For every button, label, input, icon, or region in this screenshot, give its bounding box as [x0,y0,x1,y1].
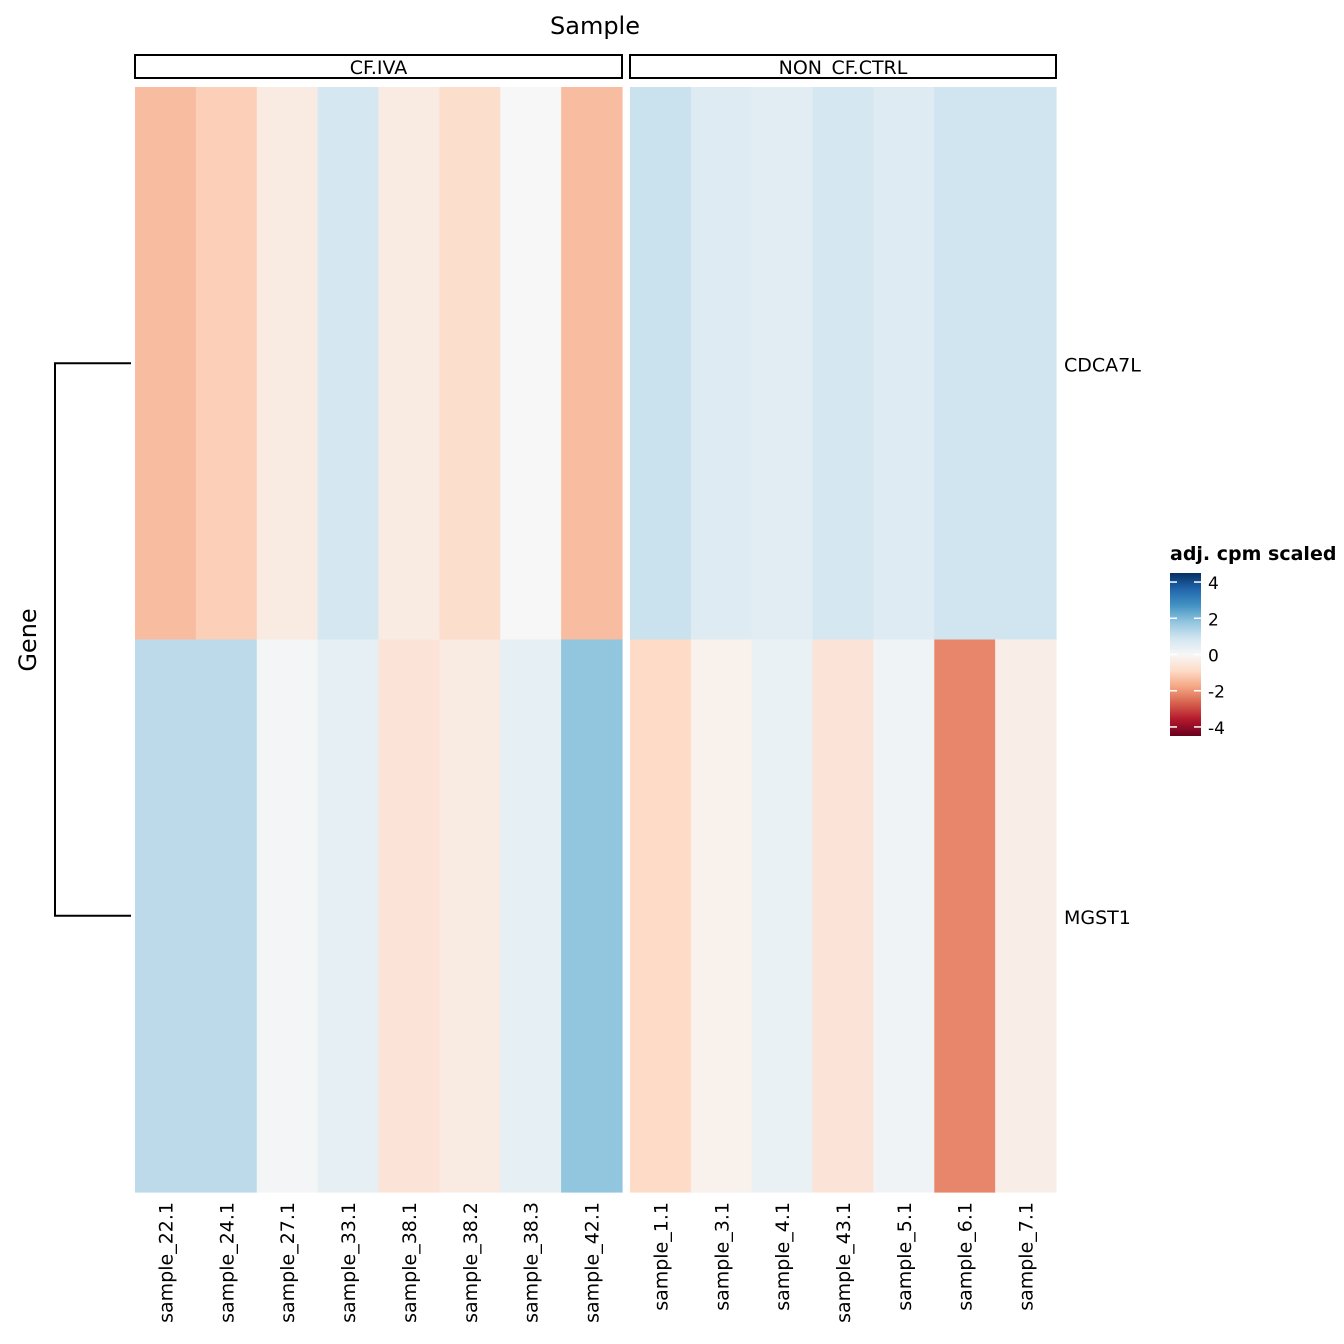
group-strip [134,54,623,79]
chart-title: Sample [550,12,640,40]
heatmap-cell [135,87,197,641]
column-label: sample_6.1 [955,1202,977,1311]
column-label: sample_4.1 [772,1202,794,1311]
heatmap-cell [690,87,753,641]
column-label: sample_27.1 [277,1202,299,1323]
column-label: sample_33.1 [338,1202,360,1323]
heatmap-tiles [135,87,1057,1193]
heatmap-cell [439,87,501,641]
heatmap-cell [751,639,814,1193]
group-strip-label: CF.IVA [350,57,408,79]
heatmap-cell [561,87,623,641]
heatmap-cell [751,87,814,641]
column-label: sample_42.1 [582,1202,604,1323]
heatmap-cell [934,639,996,1193]
heatmap-cell [317,87,380,641]
color-legend: adj. cpm scaled 4 2 0 -2 -4 [1170,543,1336,739]
y-axis-title: Gene [14,608,42,671]
column-label: sample_24.1 [216,1202,238,1323]
heatmap-cell [630,639,692,1193]
row-dendrogram [54,362,131,917]
row-labels: CDCA7L MGST1 [1064,354,1141,929]
column-label: sample_5.1 [894,1202,916,1311]
column-label: sample_38.2 [460,1202,482,1323]
legend-tick-label: -4 [1208,719,1225,739]
heatmap-cell [378,87,440,641]
heatmap-cell [135,639,197,1193]
row-label: CDCA7L [1064,354,1141,376]
legend-tick-label: 0 [1208,647,1219,667]
heatmap-cell [317,639,380,1193]
heatmap-cell [195,639,258,1193]
heatmap-cell [256,639,319,1193]
group-strip-label: NON_CF.CTRL [779,57,908,79]
heatmap-cell [934,87,996,641]
row-label: MGST1 [1064,907,1131,929]
group-strip [629,54,1057,79]
heatmap-cell [195,87,258,641]
heatmap-cell [500,87,562,641]
column-label: sample_1.1 [650,1202,672,1311]
column-label: sample_3.1 [711,1202,733,1311]
heatmap-cell [378,639,440,1193]
heatmap-cell [500,639,562,1193]
column-label: sample_22.1 [155,1202,177,1323]
column-label: sample_38.3 [521,1202,543,1323]
heatmap-cell [812,87,875,641]
dendrogram-branch [54,362,131,917]
heatmap-cell [561,639,623,1193]
legend-title: adj. cpm scaled [1170,543,1336,565]
legend-tick-label: -2 [1208,683,1225,703]
heatmap-cell [690,639,753,1193]
legend-tick-label: 4 [1208,574,1219,594]
heatmap-cell [995,639,1057,1193]
column-label: sample_43.1 [833,1202,855,1323]
heatmap-cell [873,87,935,641]
column-label: sample_38.1 [399,1202,421,1323]
group-strips: CF.IVA NON_CF.CTRL [134,54,1057,79]
column-labels: sample_22.1 sample_24.1 sample_27.1 sample_… [155,1202,1037,1323]
legend-tick-label: 2 [1208,610,1219,630]
heatmap-cell [630,87,692,641]
heatmap-cell [812,639,875,1193]
heatmap-cell [256,87,319,641]
heatmap-cell [873,639,935,1193]
column-label: sample_7.1 [1016,1202,1038,1311]
heatmap-cell [439,639,501,1193]
heatmap-cell [995,87,1057,641]
